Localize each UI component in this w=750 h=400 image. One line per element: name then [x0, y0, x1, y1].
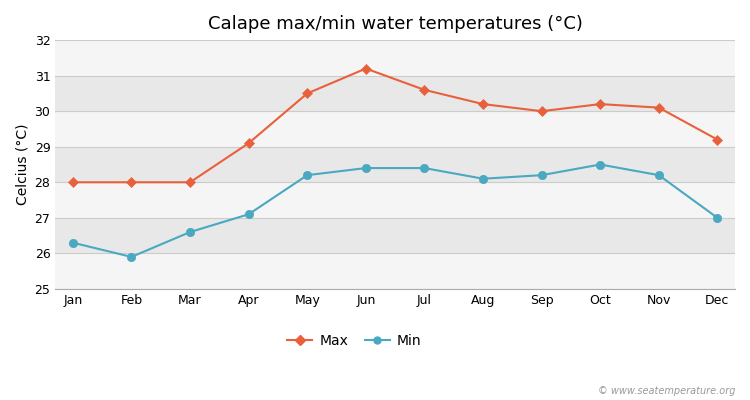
Y-axis label: Celcius (°C): Celcius (°C) [15, 124, 29, 205]
Max [654, 105, 663, 110]
Min [362, 166, 370, 170]
Line: Min: Min [69, 160, 722, 261]
Min [713, 216, 722, 220]
Max [185, 180, 194, 185]
Min [68, 240, 77, 245]
Max [537, 109, 546, 114]
Legend: Max, Min: Max, Min [282, 328, 427, 353]
Bar [56, 253, 735, 289]
Min [596, 162, 604, 167]
Max [244, 141, 254, 146]
Bar [56, 218, 735, 253]
Max [420, 88, 429, 92]
Max [68, 180, 77, 185]
Bar [56, 182, 735, 218]
Min [303, 173, 312, 178]
Bar [56, 76, 735, 111]
Max [713, 137, 722, 142]
Min [537, 173, 546, 178]
Min [185, 230, 194, 234]
Line: Max: Max [69, 65, 722, 186]
Bar [56, 111, 735, 147]
Text: © www.seatemperature.org: © www.seatemperature.org [598, 386, 735, 396]
Min [244, 212, 254, 217]
Max [362, 66, 370, 71]
Max [127, 180, 136, 185]
Max [596, 102, 604, 106]
Bar [56, 147, 735, 182]
Max [303, 91, 312, 96]
Title: Calape max/min water temperatures (°C): Calape max/min water temperatures (°C) [208, 15, 583, 33]
Min [654, 173, 663, 178]
Min [420, 166, 429, 170]
Max [478, 102, 488, 106]
Min [127, 254, 136, 259]
Min [478, 176, 488, 181]
Bar [56, 40, 735, 76]
